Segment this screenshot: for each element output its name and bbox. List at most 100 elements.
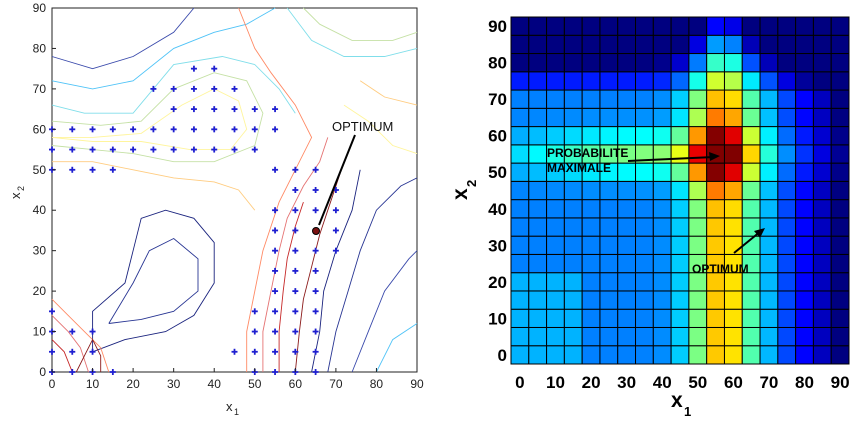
contour-line	[327, 177, 418, 373]
heatmap-cell	[741, 16, 761, 36]
heatmap-cell	[563, 345, 583, 365]
heatmap-cell	[688, 34, 708, 55]
heatmap-y-tick-label: 60	[488, 127, 507, 146]
heatmap-cell	[688, 180, 708, 201]
heatmap-cell	[617, 107, 637, 128]
heatmap-cell	[812, 326, 832, 347]
contour-lines	[51, 7, 418, 373]
heatmap-cell	[723, 345, 743, 365]
heatmap-cell	[546, 199, 565, 219]
contour-line	[51, 315, 89, 373]
heatmap-cell	[741, 144, 761, 164]
contour-y-tick-label: 20	[33, 284, 47, 298]
heatmap-cell	[581, 345, 601, 365]
heatmap-cell	[510, 162, 530, 182]
heatmap-cell	[688, 290, 708, 310]
heatmap-cell	[759, 308, 779, 328]
sample-point	[312, 348, 319, 355]
probability-annotation-line2: MAXIMALE	[547, 161, 611, 175]
heatmap-cells	[510, 16, 850, 365]
heatmap-cell	[777, 89, 797, 109]
heatmap-cell	[528, 34, 548, 55]
heatmap-cell	[777, 162, 797, 182]
optimum-heatmap-annotation: OPTIMUM	[692, 262, 749, 276]
heatmap-x-tick-label: 20	[582, 373, 601, 392]
heatmap-cell	[617, 217, 637, 237]
heatmap-cell	[706, 107, 725, 128]
heatmap-cell	[759, 290, 779, 310]
heatmap-x-tick-label: 60	[724, 373, 743, 392]
heatmap-cell	[563, 34, 583, 55]
heatmap-cell	[652, 34, 672, 55]
heatmap-cell	[563, 180, 583, 201]
sample-point	[251, 106, 258, 113]
heatmap-cell	[777, 126, 797, 146]
sample-point	[231, 126, 238, 133]
heatmap-cell	[670, 326, 690, 347]
heatmap-cell	[723, 89, 743, 109]
heatmap-cell	[563, 199, 583, 219]
heatmap-cell	[581, 290, 601, 310]
heatmap-cell	[830, 16, 850, 36]
contour-x-tick-label: 60	[289, 377, 303, 391]
heatmap-cell	[617, 126, 637, 146]
contour-line	[75, 338, 102, 373]
heatmap-cell	[635, 235, 654, 255]
heatmap-cell	[599, 326, 619, 347]
sample-point	[332, 247, 339, 254]
contour-line	[52, 161, 256, 211]
heatmap-cell	[777, 345, 797, 365]
heatmap-cell	[617, 272, 637, 292]
heatmap-cell	[812, 71, 832, 91]
contour-x-tick-label: 40	[208, 377, 222, 391]
heatmap-cell	[688, 71, 708, 91]
heatmap-cell	[670, 34, 690, 55]
heatmap-cell	[528, 180, 548, 201]
heatmap-cell	[777, 290, 797, 310]
heatmap-cell	[546, 180, 565, 201]
sample-point	[272, 247, 279, 254]
heatmap-cell	[723, 235, 743, 255]
heatmap-cell	[723, 53, 743, 73]
heatmap-cell	[652, 253, 672, 274]
heatmap-cell	[795, 53, 814, 73]
contour-x-label-sub: 1	[234, 407, 239, 417]
heatmap-cell	[795, 345, 814, 365]
contour-x-tick-label: 70	[329, 377, 343, 391]
sample-point	[69, 146, 76, 153]
sample-point	[130, 126, 137, 133]
sample-point	[211, 85, 218, 92]
heatmap-cell	[706, 34, 725, 55]
heatmap-cell	[830, 345, 850, 365]
sample-point	[292, 308, 299, 315]
heatmap-y-tick-label: 20	[488, 273, 507, 292]
heatmap-cell	[759, 162, 779, 182]
sample-point	[251, 348, 258, 355]
heatmap-cell	[617, 162, 637, 182]
heatmap-cell	[706, 126, 725, 146]
heatmap-cell	[795, 180, 814, 201]
heatmap-cell	[599, 16, 619, 36]
heatmap-cell	[652, 217, 672, 237]
contour-line	[51, 88, 248, 151]
heatmap-cell	[617, 199, 637, 219]
heatmap-cell	[581, 107, 601, 128]
heatmap-cell	[635, 253, 654, 274]
sample-point	[89, 126, 96, 133]
heatmap-cell	[563, 126, 583, 146]
heatmap-cell	[528, 199, 548, 219]
heatmap-cell	[759, 34, 779, 55]
heatmap-cell	[546, 308, 565, 328]
sample-point	[190, 126, 197, 133]
heatmap-cell	[599, 199, 619, 219]
sample-point	[292, 207, 299, 214]
contour-ticks: 0 10 20 30 40 50 60 70 80 90 0 10 20 30 40 50 60 70 80 90	[33, 1, 424, 391]
heatmap-cell	[777, 180, 797, 201]
heatmap-cell	[546, 89, 565, 109]
heatmap-cell	[635, 89, 654, 109]
heatmap-cell	[706, 217, 725, 237]
heatmap-cell	[652, 53, 672, 73]
sample-point	[49, 348, 55, 355]
heatmap-cell	[528, 345, 548, 365]
heatmap-y-tick-label: 40	[488, 200, 507, 219]
